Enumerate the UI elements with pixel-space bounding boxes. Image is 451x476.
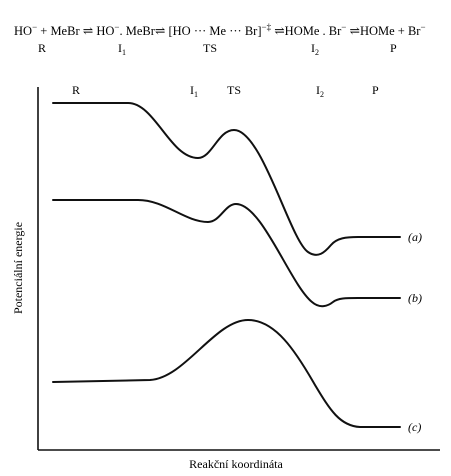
eq-label-i1: I1: [118, 41, 126, 57]
stage-label-ts: TS: [227, 83, 241, 97]
y-axis-label: Potenciální energie: [11, 222, 25, 314]
curve-c: [52, 318, 401, 428]
curve-label-b: (b): [408, 291, 422, 305]
curve-a: [52, 102, 401, 256]
stage-label-p: P: [372, 83, 379, 97]
eq-label-ts: TS: [203, 41, 217, 55]
stage-label-i1: I1: [190, 83, 198, 99]
curve-b: [52, 199, 401, 308]
stage-label-r: R: [72, 83, 80, 97]
reaction-equation: HO− + MeBr ⇌ HO−. MeBr⇌ [HO ··· Me ··· B…: [14, 22, 426, 38]
eq-label-r: R: [38, 41, 46, 55]
curve-label-a: (a): [408, 230, 422, 244]
stage-label-i2: I2: [316, 83, 324, 99]
eq-label-p: P: [390, 41, 397, 55]
x-axis-label: Reakční koordináta: [189, 457, 283, 471]
eq-label-i2: I2: [311, 41, 319, 57]
curve-label-c: (c): [408, 420, 421, 434]
